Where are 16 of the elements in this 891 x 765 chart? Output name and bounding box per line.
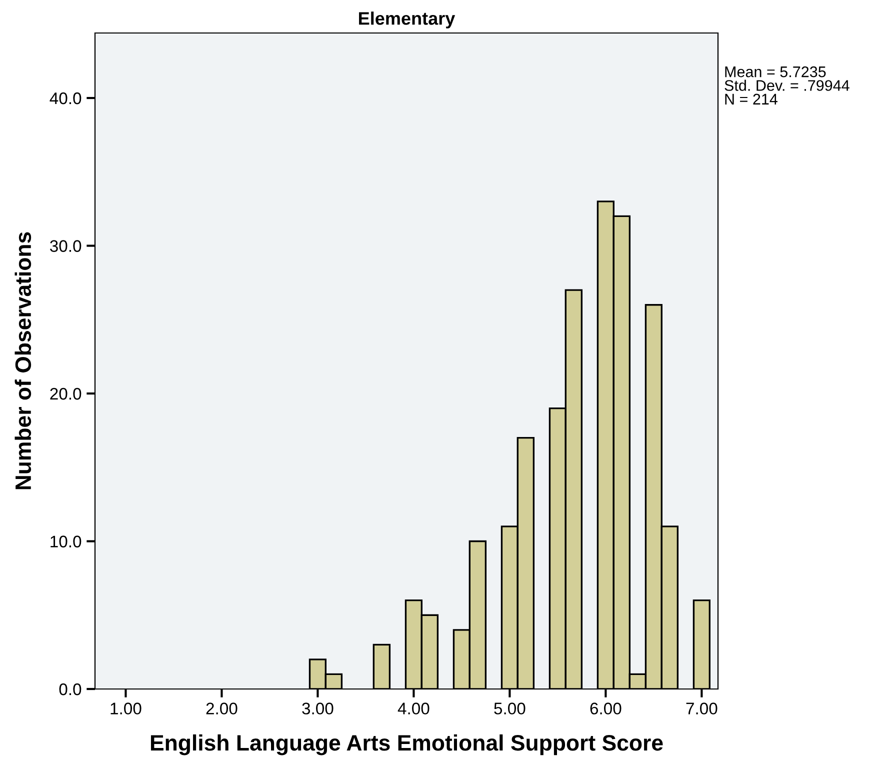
y-tick-label: 0.0 <box>59 683 82 696</box>
y-tick-label: 20.0 <box>50 388 82 400</box>
x-tick-label: 6.00 <box>590 702 622 714</box>
x-tick-label: 7.00 <box>686 702 718 714</box>
x-tick-label: 3.00 <box>302 702 334 714</box>
y-tick-label: 30.0 <box>50 240 82 252</box>
x-tick-label: 2.00 <box>206 702 238 714</box>
x-axis-title: English Language Arts Emotional Support Score <box>150 734 663 756</box>
y-tick-label: 40.0 <box>50 92 82 104</box>
y-axis-title: Number of Observations <box>14 232 32 490</box>
y-tick-label: 10.0 <box>50 536 82 548</box>
x-tick-label: 1.00 <box>110 702 142 714</box>
x-tick-label: 4.00 <box>398 702 430 714</box>
x-tick-label: 5.00 <box>494 702 526 714</box>
text: Mean = 5.7235 Std. Dev. = .79944 N = 214 <box>724 66 850 104</box>
chart-title: Elementary <box>359 12 456 28</box>
